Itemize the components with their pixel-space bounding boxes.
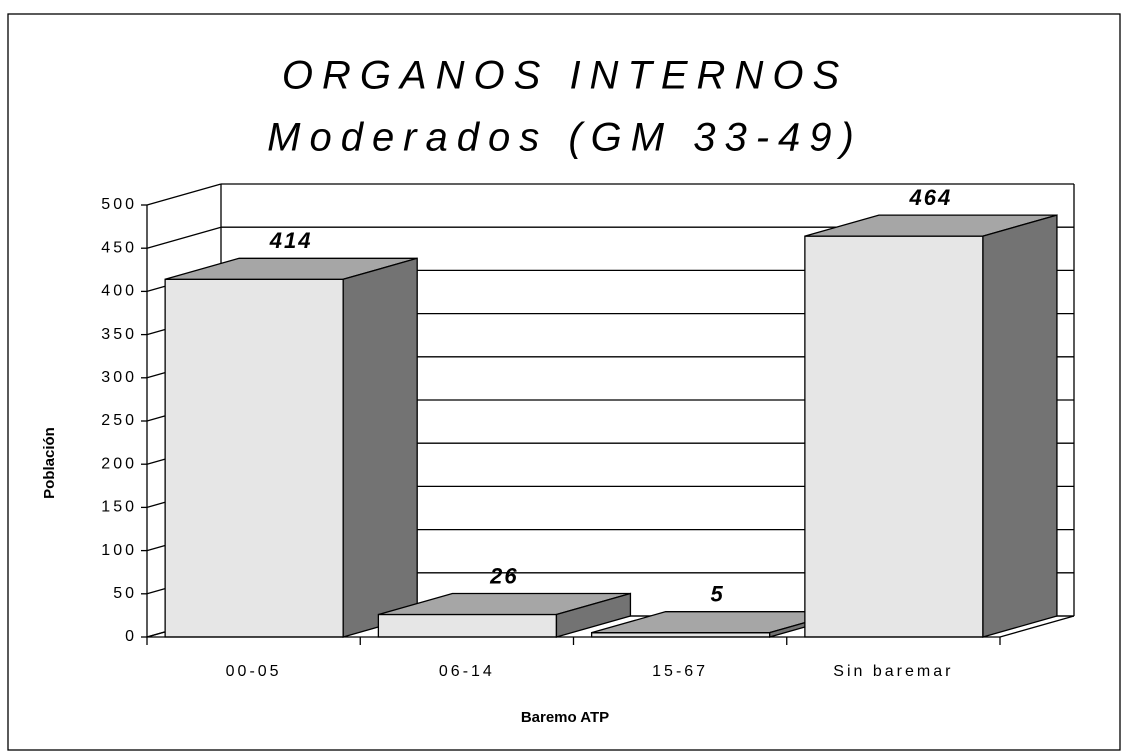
x-axis-label: Baremo ATP <box>521 709 609 726</box>
y-tick-label: 200 <box>101 455 137 472</box>
y-tick-label: 450 <box>101 239 137 256</box>
y-tick-label: 50 <box>113 585 137 602</box>
grid-line <box>146 183 222 206</box>
y-tick-label: 100 <box>101 542 137 559</box>
bar-side <box>555 592 632 638</box>
y-tick-label: 500 <box>101 196 137 213</box>
grid-line <box>146 226 222 249</box>
x-tick-label: 15-67 <box>652 663 708 680</box>
value-label: 414 <box>269 228 313 253</box>
y-tick-label: 250 <box>101 412 137 429</box>
y-tick-label: 150 <box>101 499 137 516</box>
value-label: 5 <box>711 581 725 606</box>
bar-side <box>342 257 418 638</box>
x-tick-label: 00-05 <box>226 663 282 680</box>
floor-edge <box>999 615 1075 638</box>
chart-title: ORGANOS INTERNOS <box>282 54 848 98</box>
y-tick-label: 400 <box>101 283 137 300</box>
y-tick-label: 300 <box>101 369 137 386</box>
y-tick-label: 350 <box>101 326 137 343</box>
bar-front <box>164 278 344 638</box>
y-axis-label: Población <box>41 427 58 499</box>
bar-front <box>804 235 984 638</box>
bar-side <box>982 214 1058 638</box>
x-tick-label: Sin baremar <box>833 663 953 680</box>
x-tick-label: 06-14 <box>439 663 495 680</box>
y-tick-label: 0 <box>125 628 137 645</box>
bar-front <box>377 613 558 638</box>
value-label: 464 <box>909 185 953 210</box>
value-label: 26 <box>489 563 518 588</box>
chart-subtitle: Moderados (GM 33-49) <box>267 116 863 160</box>
